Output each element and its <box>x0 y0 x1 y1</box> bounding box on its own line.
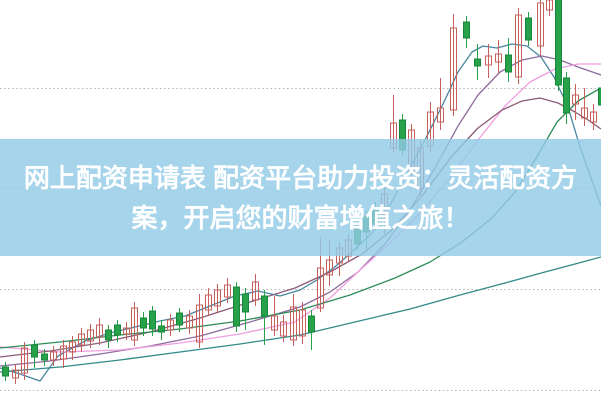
promo-text-line-2: 案，开启您的财富增值之旅！ <box>131 202 470 233</box>
promo-overlay-band: 网上配资申请表 配资平台助力投资：灵活配资方 案，开启您的财富增值之旅！ <box>0 139 601 256</box>
promo-text-line-1: 网上配资申请表 配资平台助力投资：灵活配资方 <box>23 162 578 193</box>
